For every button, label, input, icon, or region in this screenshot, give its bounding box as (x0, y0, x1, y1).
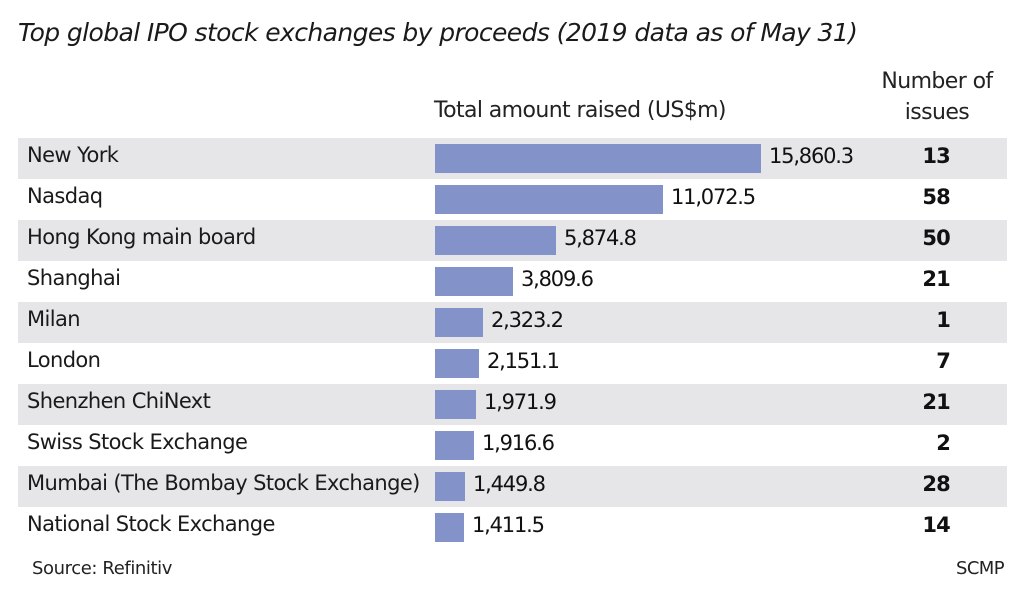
bar-value-label: 2,323.2 (491, 308, 564, 332)
bar-value-label: 2,151.1 (487, 349, 560, 373)
category-label: New York (27, 143, 119, 167)
bar (435, 226, 556, 255)
table-row: Shenzhen ChiNext 1,971.9 21 (18, 384, 1007, 425)
chart-rows: New York 15,860.3 13 Nasdaq 11,072.5 58 Hong K… (18, 138, 1007, 548)
category-label: London (27, 348, 101, 372)
table-row: Hong Kong main board 5,874.8 50 (18, 220, 1007, 261)
category-label: Milan (27, 307, 81, 331)
issues-count: 7 (936, 349, 951, 373)
bar (435, 349, 479, 378)
table-row: London 2,151.1 7 (18, 343, 1007, 384)
category-label: National Stock Exchange (27, 512, 275, 536)
source-note: Source: Refinitiv (32, 558, 173, 579)
issues-header-line-1: Number of (881, 69, 993, 94)
table-row: Nasdaq 11,072.5 58 (18, 179, 1007, 220)
category-label: Swiss Stock Exchange (27, 430, 248, 454)
issues-count: 21 (922, 267, 950, 291)
issues-count: 1 (936, 308, 951, 332)
issues-column-header: Number of issues (862, 66, 1012, 128)
issues-count: 28 (922, 472, 950, 496)
category-label: Hong Kong main board (27, 225, 256, 249)
bar (435, 267, 513, 296)
bar-value-label: 1,971.9 (484, 390, 557, 414)
chart-title: Top global IPO stock exchanges by procee… (18, 18, 858, 47)
issues-count: 14 (922, 513, 950, 537)
issues-count: 2 (936, 431, 951, 455)
issues-count: 21 (922, 390, 950, 414)
bar (435, 185, 663, 214)
category-label: Shanghai (27, 266, 121, 290)
table-row: Milan 2,323.2 1 (18, 302, 1007, 343)
table-row: New York 15,860.3 13 (18, 138, 1007, 179)
bar-value-label: 1,916.6 (482, 431, 555, 455)
issues-header-line-2: issues (904, 100, 970, 125)
amount-column-header: Total amount raised (US$m) (434, 98, 727, 123)
bar (435, 513, 464, 542)
bar (435, 431, 474, 460)
category-label: Mumbai (The Bombay Stock Exchange) (27, 471, 420, 495)
bar-value-label: 11,072.5 (671, 185, 756, 209)
bar-value-label: 1,449.8 (473, 472, 546, 496)
issues-count: 50 (922, 226, 950, 250)
category-label: Shenzhen ChiNext (27, 389, 211, 413)
bar (435, 390, 476, 419)
bar-value-label: 1,411.5 (472, 513, 545, 537)
credit-label: SCMP (956, 558, 1005, 579)
table-row: Swiss Stock Exchange 1,916.6 2 (18, 425, 1007, 466)
issues-count: 13 (922, 144, 950, 168)
bar (435, 308, 483, 337)
bar-value-label: 5,874.8 (564, 226, 637, 250)
table-row: Shanghai 3,809.6 21 (18, 261, 1007, 302)
table-row: Mumbai (The Bombay Stock Exchange) 1,449.… (18, 466, 1007, 507)
bar (435, 472, 465, 501)
bar (435, 144, 761, 173)
category-label: Nasdaq (27, 184, 103, 208)
table-row: National Stock Exchange 1,411.5 14 (18, 507, 1007, 548)
bar-value-label: 15,860.3 (769, 144, 854, 168)
bar-value-label: 3,809.6 (521, 267, 594, 291)
issues-count: 58 (922, 185, 950, 209)
